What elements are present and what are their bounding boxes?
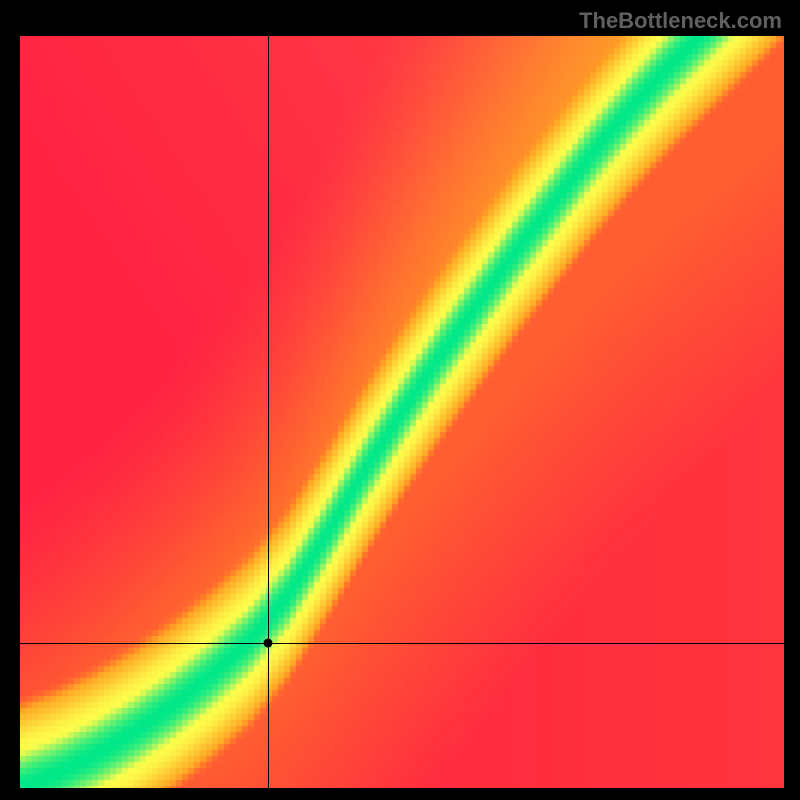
figure-container: TheBottleneck.com (0, 0, 800, 800)
crosshair-horizontal (20, 643, 784, 644)
heatmap-plot (20, 36, 784, 788)
crosshair-dot (264, 638, 273, 647)
heatmap-canvas (20, 36, 784, 788)
watermark-text: TheBottleneck.com (579, 8, 782, 34)
crosshair-vertical (268, 36, 269, 788)
